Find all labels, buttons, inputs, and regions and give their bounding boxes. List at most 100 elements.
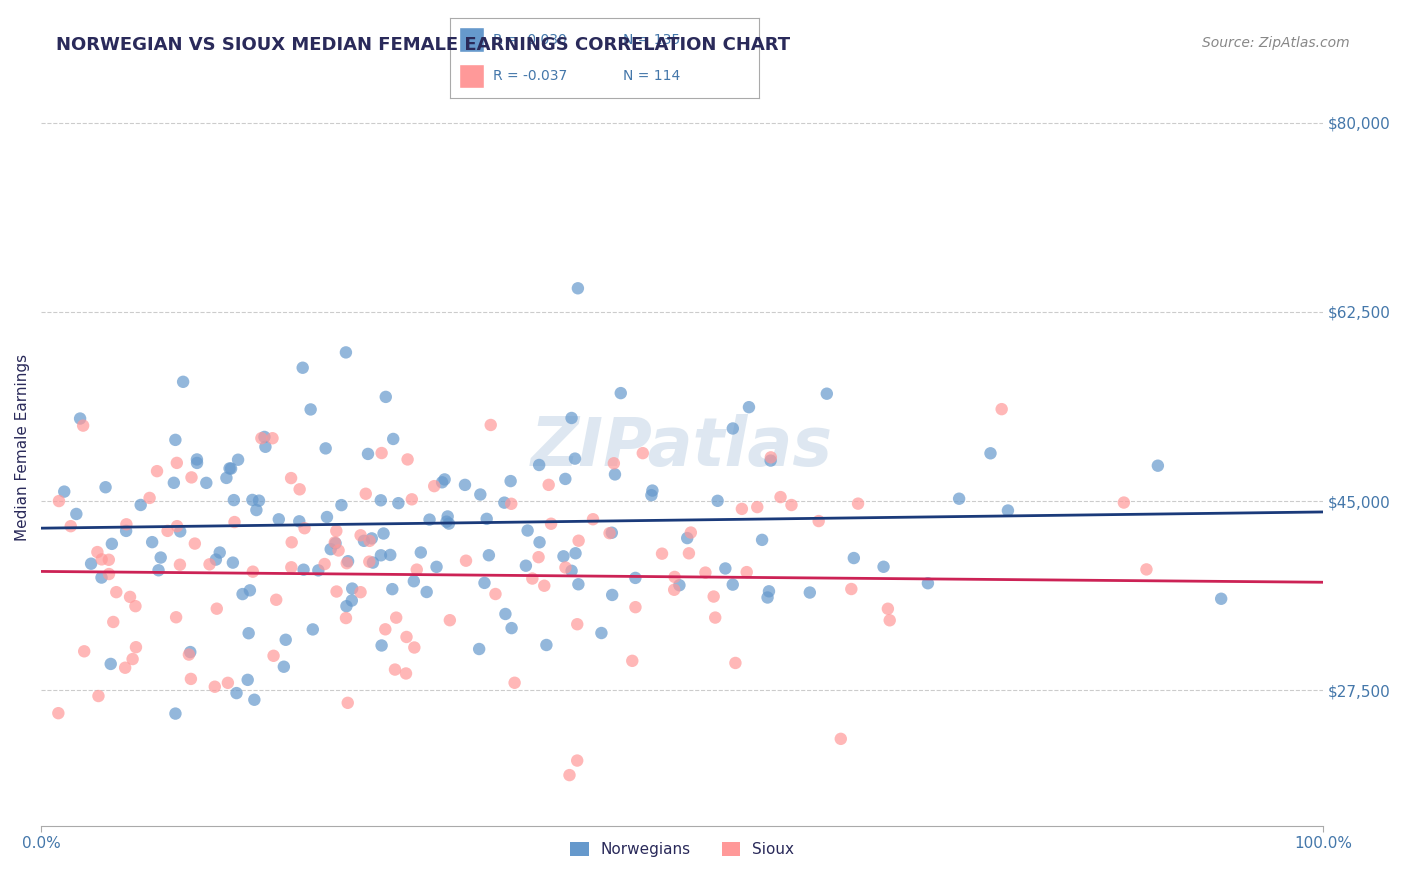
Sioux bbox=[48, 706, 70, 721]
Norwegians bbox=[872, 559, 894, 574]
Norwegians bbox=[186, 452, 208, 467]
Norwegians bbox=[353, 533, 375, 548]
Sioux bbox=[336, 696, 359, 710]
Text: Source: ZipAtlas.com: Source: ZipAtlas.com bbox=[1202, 36, 1350, 50]
Sioux bbox=[121, 652, 143, 666]
Norwegians bbox=[997, 503, 1019, 517]
Norwegians bbox=[536, 638, 558, 652]
Norwegians bbox=[516, 524, 538, 538]
Norwegians bbox=[433, 472, 456, 486]
Norwegians bbox=[90, 570, 112, 584]
Sioux bbox=[97, 553, 120, 567]
Sioux bbox=[125, 640, 148, 655]
Norwegians bbox=[415, 585, 437, 599]
Sioux bbox=[846, 497, 869, 511]
Sioux bbox=[703, 590, 725, 604]
Sioux bbox=[695, 566, 717, 580]
Sioux bbox=[263, 648, 285, 663]
Norwegians bbox=[430, 475, 453, 490]
Sioux bbox=[396, 452, 419, 467]
Sioux bbox=[704, 610, 727, 624]
Y-axis label: Median Female Earnings: Median Female Earnings bbox=[15, 353, 30, 541]
Norwegians bbox=[186, 456, 208, 470]
Norwegians bbox=[65, 507, 87, 521]
Sioux bbox=[780, 498, 803, 512]
Norwegians bbox=[267, 512, 290, 526]
Norwegians bbox=[273, 659, 295, 673]
Norwegians bbox=[291, 360, 314, 375]
Sioux bbox=[879, 613, 901, 627]
Norwegians bbox=[387, 496, 409, 510]
Norwegians bbox=[208, 545, 231, 559]
Sioux bbox=[359, 555, 381, 569]
Norwegians bbox=[1211, 591, 1233, 606]
Sioux bbox=[205, 601, 228, 615]
Norwegians bbox=[149, 550, 172, 565]
Norwegians bbox=[564, 546, 586, 560]
Sioux bbox=[87, 689, 110, 703]
Sioux bbox=[540, 516, 562, 531]
Sioux bbox=[217, 676, 239, 690]
Sioux bbox=[59, 519, 82, 533]
Sioux bbox=[280, 535, 302, 549]
Text: NORWEGIAN VS SIOUX MEDIAN FEMALE EARNINGS CORRELATION CHART: NORWEGIAN VS SIOUX MEDIAN FEMALE EARNING… bbox=[56, 36, 790, 54]
Sioux bbox=[582, 512, 605, 526]
Norwegians bbox=[335, 345, 357, 359]
Sioux bbox=[280, 560, 302, 574]
Norwegians bbox=[370, 639, 392, 653]
Norwegians bbox=[374, 390, 396, 404]
Sioux bbox=[599, 526, 621, 541]
Norwegians bbox=[101, 537, 124, 551]
Sioux bbox=[349, 585, 371, 599]
Sioux bbox=[537, 478, 560, 492]
Norwegians bbox=[527, 458, 550, 472]
Norwegians bbox=[714, 561, 737, 575]
Sioux bbox=[242, 565, 264, 579]
Norwegians bbox=[232, 587, 254, 601]
Sioux bbox=[180, 470, 202, 484]
Norwegians bbox=[454, 478, 477, 492]
Sioux bbox=[103, 615, 125, 629]
Norwegians bbox=[567, 281, 589, 295]
Norwegians bbox=[470, 487, 492, 501]
Sioux bbox=[439, 613, 461, 627]
Sioux bbox=[747, 500, 769, 514]
Sioux bbox=[839, 582, 862, 596]
Sioux bbox=[554, 560, 576, 574]
Norwegians bbox=[515, 558, 537, 573]
Sioux bbox=[48, 494, 70, 508]
Norwegians bbox=[436, 515, 458, 529]
Sioux bbox=[73, 644, 96, 658]
Norwegians bbox=[129, 498, 152, 512]
Sioux bbox=[359, 533, 381, 548]
Sioux bbox=[115, 517, 138, 532]
Sioux bbox=[679, 525, 702, 540]
Sioux bbox=[180, 672, 202, 686]
Norwegians bbox=[799, 585, 821, 599]
Sioux bbox=[759, 450, 782, 465]
Sioux bbox=[567, 617, 589, 632]
Sioux bbox=[325, 524, 347, 538]
Norwegians bbox=[357, 447, 380, 461]
Norwegians bbox=[205, 552, 228, 566]
Norwegians bbox=[668, 578, 690, 592]
Sioux bbox=[325, 584, 347, 599]
Norwegians bbox=[751, 533, 773, 547]
Norwegians bbox=[370, 549, 392, 563]
Sioux bbox=[423, 479, 446, 493]
Sioux bbox=[395, 630, 418, 644]
Sioux bbox=[830, 731, 852, 746]
Sioux bbox=[558, 768, 581, 782]
Bar bbox=[460, 28, 484, 52]
Sioux bbox=[503, 675, 526, 690]
Norwegians bbox=[299, 402, 322, 417]
Sioux bbox=[114, 661, 136, 675]
Norwegians bbox=[115, 524, 138, 538]
Norwegians bbox=[564, 451, 586, 466]
Sioux bbox=[395, 666, 418, 681]
Norwegians bbox=[94, 480, 117, 494]
Norwegians bbox=[759, 453, 782, 467]
Sioux bbox=[1112, 495, 1135, 509]
Sioux bbox=[280, 471, 302, 485]
Norwegians bbox=[561, 564, 583, 578]
